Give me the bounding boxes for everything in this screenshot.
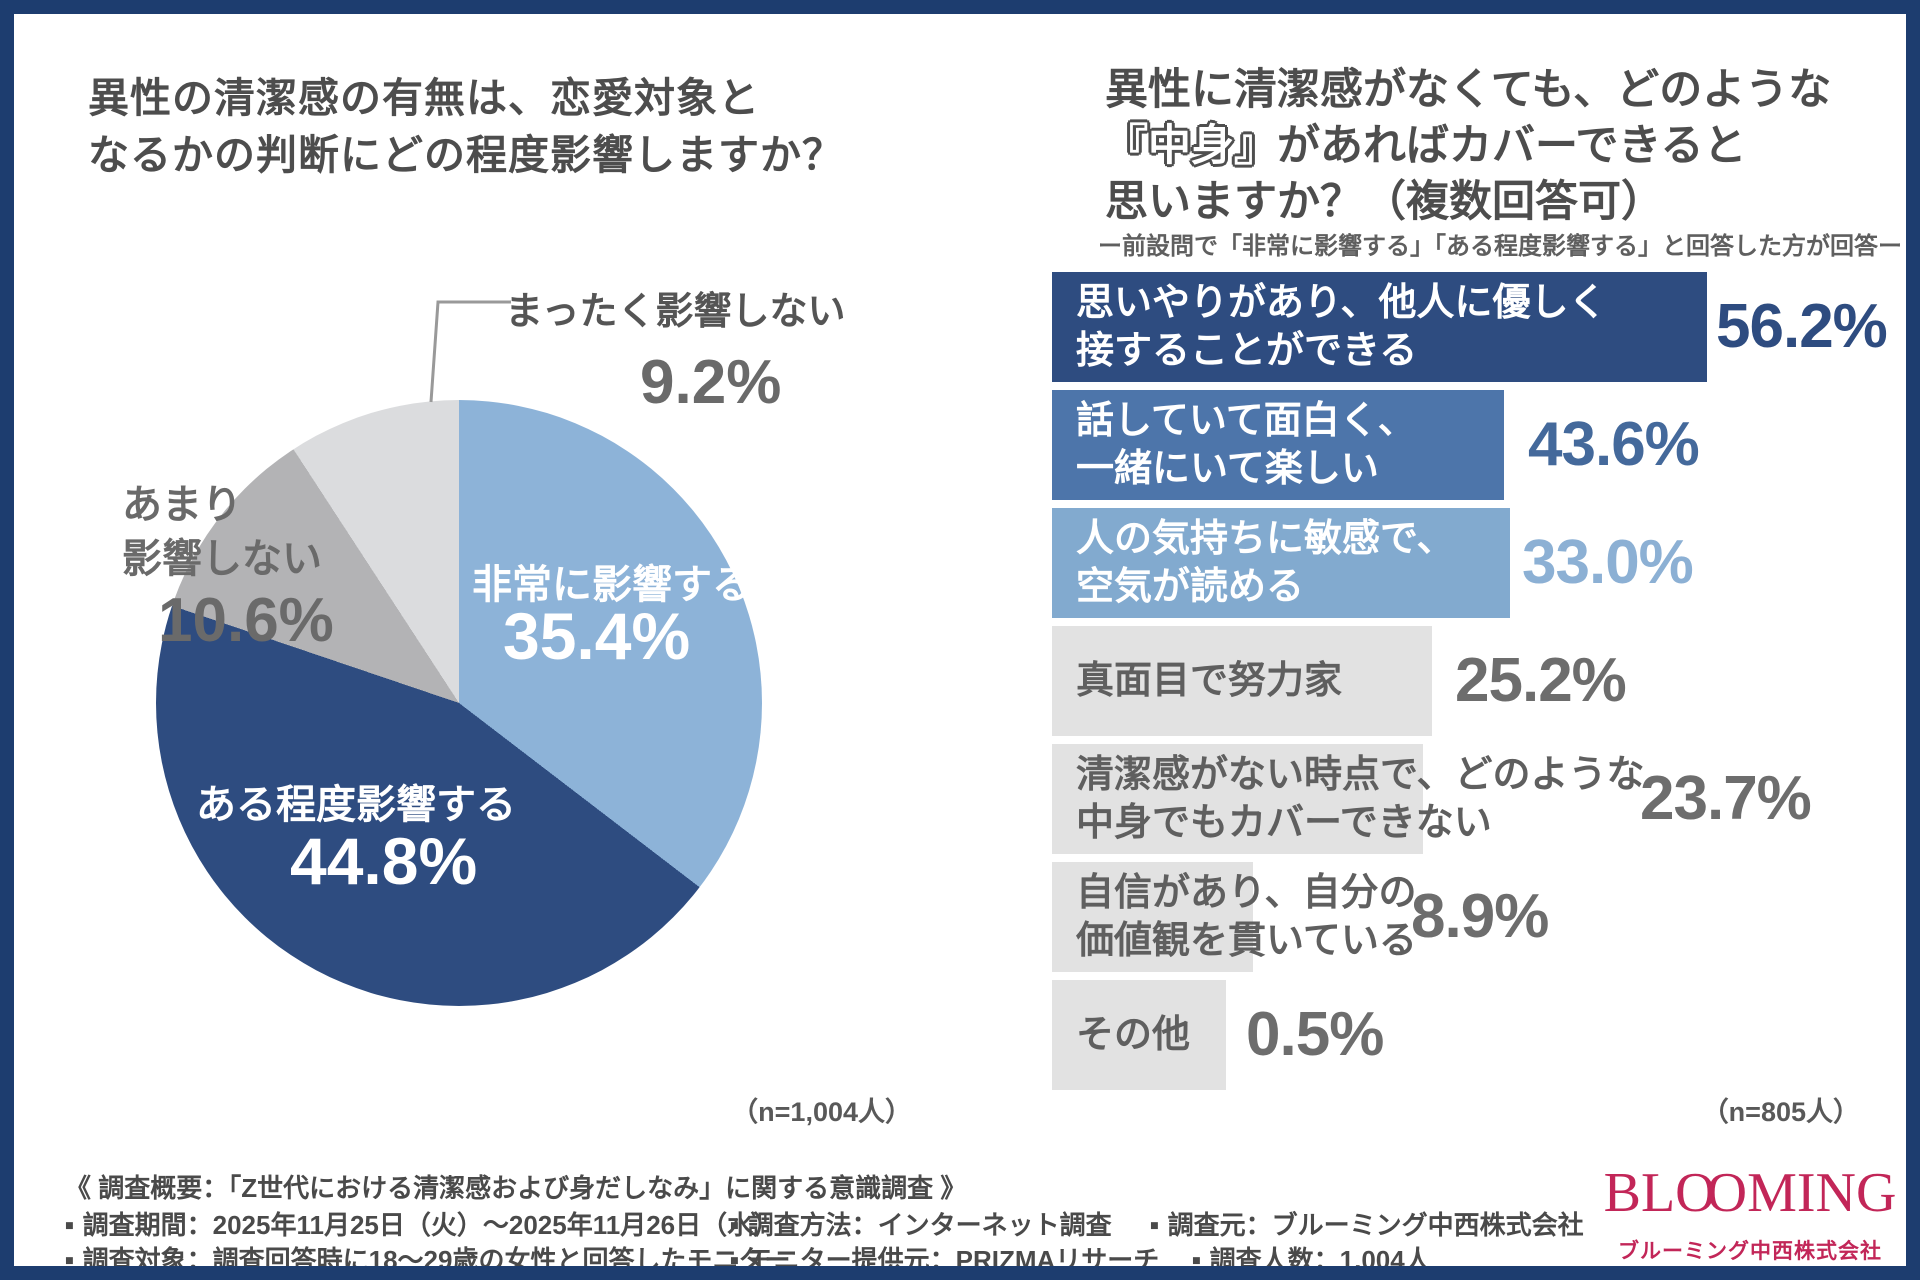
pie-label-mattaku: まったく影響しない (505, 291, 846, 333)
bar-row: 話していて面白く、 一緒にいて楽しい 43.6% (1052, 390, 1892, 500)
bar-label-line: 空気が読める (1076, 566, 1305, 608)
bar-label-line: 接することができる (1076, 330, 1418, 372)
sample-size-right: （n=805人） (1701, 1097, 1860, 1127)
survey-item-method: 調査方法：インターネット調査 (730, 1205, 1112, 1242)
bar-label: その他 (1076, 1011, 1190, 1059)
bar-label: 思いやりがあり、他人に優しく 接することができる (1076, 279, 1606, 375)
pie-label-amari: あまり 影響しない (122, 478, 322, 586)
bar-chart-title-line2: 『中身』があればカバーできると (1105, 118, 1831, 174)
pie-value-hijou: 35.4% (503, 599, 691, 673)
logo-wordmark: BLOO MING (1600, 1165, 1900, 1221)
bar-value: 33.0% (1522, 528, 1694, 597)
bar-chart-rows: 思いやりがあり、他人に優しく 接することができる 56.2% 話していて面白く、一… (1052, 272, 1892, 1098)
survey-item-monitor: モニター提供元：PRIZMAリサーチ (730, 1240, 1160, 1277)
bar (1052, 508, 1510, 618)
bar-label-line: 中身でもカバーできない (1076, 802, 1492, 844)
bar-label-line: 清潔感がない時点で、どのような (1076, 754, 1645, 796)
bar-value: 23.7% (1640, 764, 1812, 833)
callout-line (429, 300, 511, 403)
bar-row: 自信があり、自分の 価値観を貫いている 8.9% (1052, 862, 1892, 972)
title-emphasis-nakami: 『中身』 (1105, 122, 1277, 170)
pie-chart-title-line2: なるかの判断にどの程度影響しますか？ (88, 132, 844, 178)
bar-chart-title-line3: 思いますか？（複数回答可） (1105, 178, 1664, 226)
sample-size-left: （n=1,004人） (731, 1097, 912, 1127)
pie-chart-title: 異性の清潔感の有無は、恋愛対象と なるかの判断にどの程度影響しますか？ (88, 70, 844, 184)
bar-label-line: その他 (1076, 1014, 1191, 1056)
bar-chart-subtitle: ー前設問で「非常に影響する」「ある程度影響する」と回答した方が回答ー (1098, 233, 1902, 260)
pie-chart (156, 400, 762, 1006)
logo-part-ming: MING (1747, 1162, 1897, 1224)
pie-label-aruteido: ある程度影響する (196, 783, 516, 827)
bar-label-line: 話していて面白く、 (1076, 400, 1416, 442)
bar (1052, 980, 1226, 1090)
bar (1052, 744, 1423, 854)
pie-value-mattaku: 9.2% (640, 348, 782, 417)
logo-part-oo: OO (1675, 1162, 1747, 1224)
bar-value: 8.9% (1411, 882, 1549, 951)
logo-subtitle: ブルーミング中西株式会社 (1618, 1240, 1882, 1263)
survey-overview: 《 調査概要：「Z世代における清潔感および身だしなみ」に関する意識調査 》 (65, 1173, 967, 1203)
survey-item-target: 調査対象：調査回答時に18〜29歳の女性と回答したモニター (65, 1240, 791, 1277)
bar-row: 真面目で努力家 25.2% (1052, 626, 1892, 736)
bar-label: 清潔感がない時点で、どのような 中身でもカバーできない (1076, 751, 1644, 847)
bar-label-line: 思いやりがあり、他人に優しく (1076, 282, 1607, 324)
bar-label: 真面目で努力家 (1076, 657, 1342, 705)
bar-value: 56.2% (1716, 292, 1888, 361)
bar-row: 清潔感がない時点で、どのような 中身でもカバーできない 23.7% (1052, 744, 1892, 854)
logo-part-bl: BL (1603, 1162, 1676, 1224)
survey-item-period: 調査期間：2025年11月25日（火）〜2025年11月26日（水） (65, 1205, 780, 1242)
bar-chart-title-line1: 異性に清潔感がなくても、どのような (1105, 66, 1832, 114)
bar (1052, 272, 1707, 382)
bar-label-line: 自信があり、自分の (1076, 872, 1417, 914)
bar-chart-title: 異性に清潔感がなくても、どのような 『中身』があればカバーできると 思いますか？… (1105, 62, 1831, 230)
pie-label-hijou: 非常に影響する (472, 563, 752, 607)
bar-label: 自信があり、自分の 価値観を貫いている (1076, 869, 1417, 965)
pie-label-amari-line2: 影響しない (122, 537, 322, 581)
bar-label-line: 価値観を貫いている (1076, 920, 1417, 962)
bar-label: 人の気持ちに敏感で、 空気が読める (1076, 515, 1454, 611)
pie-chart-title-line1: 異性の清潔感の有無は、恋愛対象と (88, 75, 760, 121)
bar-row: 人の気持ちに敏感で、 空気が読める 33.0% (1052, 508, 1892, 618)
bar-label-line: 人の気持ちに敏感で、 (1076, 518, 1455, 560)
bar (1052, 390, 1504, 500)
bar (1052, 626, 1432, 736)
bar-value: 43.6% (1528, 410, 1700, 479)
blooming-logo: BLOO MING ブルーミング中西株式会社 (1600, 1165, 1900, 1265)
bar-value: 25.2% (1455, 646, 1627, 715)
survey-item-count: 調査人数：1,004人 (1192, 1240, 1431, 1277)
title-line2-rest: があればカバーできると (1277, 122, 1747, 170)
bar-row: 思いやりがあり、他人に優しく 接することができる 56.2% (1052, 272, 1892, 382)
bar-label-line: 真面目で努力家 (1076, 660, 1343, 702)
bar-label-line: 一緒にいて楽しい (1076, 448, 1379, 490)
bar-value: 0.5% (1246, 1000, 1384, 1069)
bar-row: その他 0.5% (1052, 980, 1892, 1090)
pie-value-amari: 10.6% (158, 586, 334, 655)
bar-label: 話していて面白く、 一緒にいて楽しい (1076, 397, 1416, 493)
pie-label-amari-line1: あまり (122, 483, 242, 527)
bar (1052, 862, 1253, 972)
survey-item-source: 調査元：ブルーミング中西株式会社 (1150, 1205, 1584, 1242)
pie-value-aruteido: 44.8% (290, 824, 478, 898)
